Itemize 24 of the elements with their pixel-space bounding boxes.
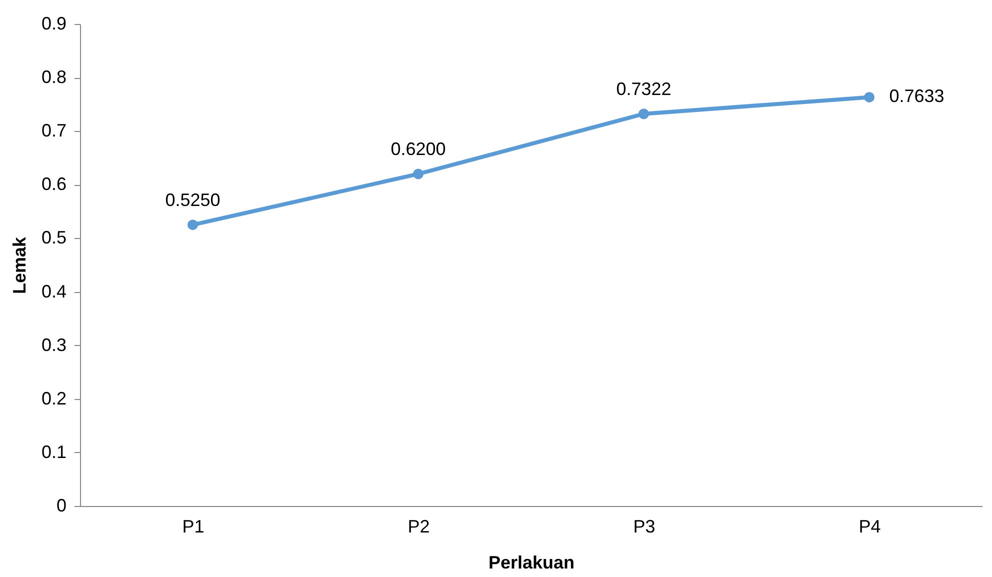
data-label: 0.6200 (390, 138, 446, 159)
y-tick-label: 0.5 (41, 228, 66, 248)
y-tick-label: 0 (56, 496, 66, 516)
x-tick-label: P4 (858, 516, 881, 536)
y-tick-label: 0.8 (41, 67, 66, 88)
y-tick-label: 0.2 (41, 388, 66, 408)
y-tick-label: 0.9 (41, 14, 66, 34)
data-label: 0.7322 (616, 78, 672, 99)
data-label: 0.5250 (165, 190, 220, 210)
x-tick-label: P1 (182, 516, 204, 536)
data-label: 0.7633 (889, 86, 944, 106)
y-tick-label: 0.7 (41, 120, 66, 141)
point (413, 168, 424, 180)
y-tick-label: 0.3 (41, 334, 66, 355)
y-tick-label: 0.6 (41, 174, 66, 194)
point (864, 92, 874, 102)
y-tick-label: 0.4 (41, 281, 66, 302)
x-tick-label: P2 (408, 516, 430, 536)
x-tick-label: P3 (633, 516, 656, 536)
x-axis-title: Perlakuan (488, 552, 575, 572)
point (188, 220, 198, 230)
y-tick-label: 0.1 (41, 442, 66, 462)
y-axis-title: Lemak (9, 236, 30, 294)
point (638, 108, 649, 120)
